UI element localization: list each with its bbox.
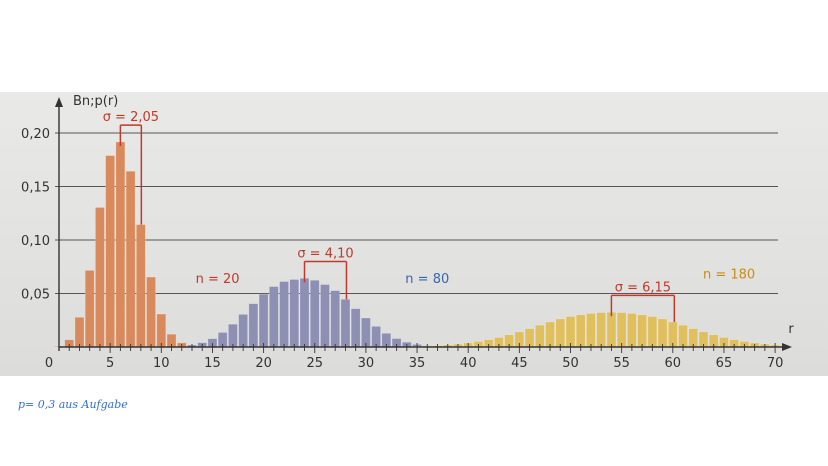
x-tick-label: 55 [613,356,630,371]
bar [596,312,607,348]
bar [238,314,248,348]
x-tick-label: 40 [460,356,477,371]
bar [616,312,627,348]
bar [545,321,555,348]
x-axis-label: r [788,322,794,337]
bar [125,170,136,348]
bar [299,278,310,348]
bar [586,313,596,348]
sigma-label: σ = 4,10 [297,246,353,261]
bar [228,323,238,348]
y-tick-label: 0,15 [21,181,50,196]
x-tick-label: 65 [716,356,733,371]
y-axis-arrow [55,97,63,107]
x-tick-label: 45 [511,356,528,371]
x-tick-label: 60 [665,356,682,371]
bar [657,318,668,348]
bar [136,224,146,348]
bar [565,316,576,348]
y-tick-label: 0,20 [21,127,50,142]
bar [555,318,566,348]
handwritten-note: p= 0,3 aus Aufgabe [18,398,128,411]
bar [84,270,95,348]
bar [371,326,381,348]
x-tick-label: 35 [409,356,426,371]
x-tick-label: 5 [106,356,114,371]
y-tick-label: 0,10 [21,234,50,249]
series-label: n = 80 [405,272,449,287]
bar [637,314,647,348]
sigma-label: σ = 2,05 [103,110,159,125]
x-axis-arrow [782,343,792,351]
y-axis-label: Bn;p(r) [73,94,118,109]
bar [606,311,617,348]
bar [309,279,320,348]
bar [115,141,126,348]
origin-label: 0 [45,356,53,371]
bar [361,317,371,348]
bar [647,316,658,348]
series-label: n = 20 [196,272,240,287]
bar [330,290,341,348]
sigma-label: σ = 6,15 [615,280,671,295]
bar [575,314,586,348]
bar [146,276,156,348]
x-tick-label: 70 [767,356,784,371]
x-tick-label: 25 [306,356,323,371]
bar [279,281,289,348]
x-tick-label: 30 [358,356,375,371]
bar [105,155,115,348]
bar [340,298,351,348]
y-tick-label: 0,05 [21,288,50,303]
bar [320,284,330,348]
bar [269,286,279,348]
bar [678,324,688,348]
bar [156,313,167,348]
bar [248,303,259,348]
bar [534,324,545,348]
bar [74,316,85,348]
x-tick-label: 15 [204,356,221,371]
series-label: n = 180 [703,268,755,283]
bar [289,279,300,348]
bar [95,207,105,348]
x-tick-label: 50 [562,356,579,371]
bar [350,308,361,348]
x-tick-label: 20 [255,356,272,371]
bar [258,293,269,348]
bar [627,313,637,348]
x-tick-label: 10 [153,356,170,371]
